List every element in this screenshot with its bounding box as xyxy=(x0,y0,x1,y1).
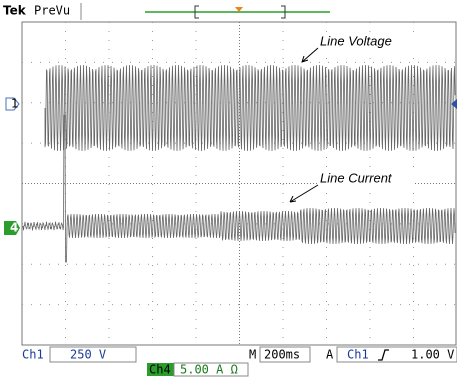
ch4-scale: 5.00 A Ω xyxy=(180,363,238,377)
trigger-source: Ch1 xyxy=(347,348,369,362)
background xyxy=(0,0,457,377)
trigger-prefix: A xyxy=(326,348,334,362)
annotation-voltage: Line Voltage xyxy=(320,33,392,48)
ch4-marker-label: 4 xyxy=(10,221,18,235)
timebase: 200ms xyxy=(264,348,300,362)
ch1-marker-label: 1 xyxy=(11,97,19,111)
brand: Tek xyxy=(3,4,27,18)
ch1-scale: 250 V xyxy=(70,348,106,362)
mode: PreVu xyxy=(34,4,70,18)
ch1-label: Ch1 xyxy=(22,348,44,362)
ch4-label: Ch4 xyxy=(149,363,171,377)
time-prefix: M xyxy=(249,348,256,362)
annotation-current: Line Current xyxy=(320,170,393,185)
oscilloscope-screen: Tek PreVu 1 4 Line Voltage Line Current … xyxy=(0,0,457,377)
trigger-level: 1.00 V xyxy=(411,348,454,362)
